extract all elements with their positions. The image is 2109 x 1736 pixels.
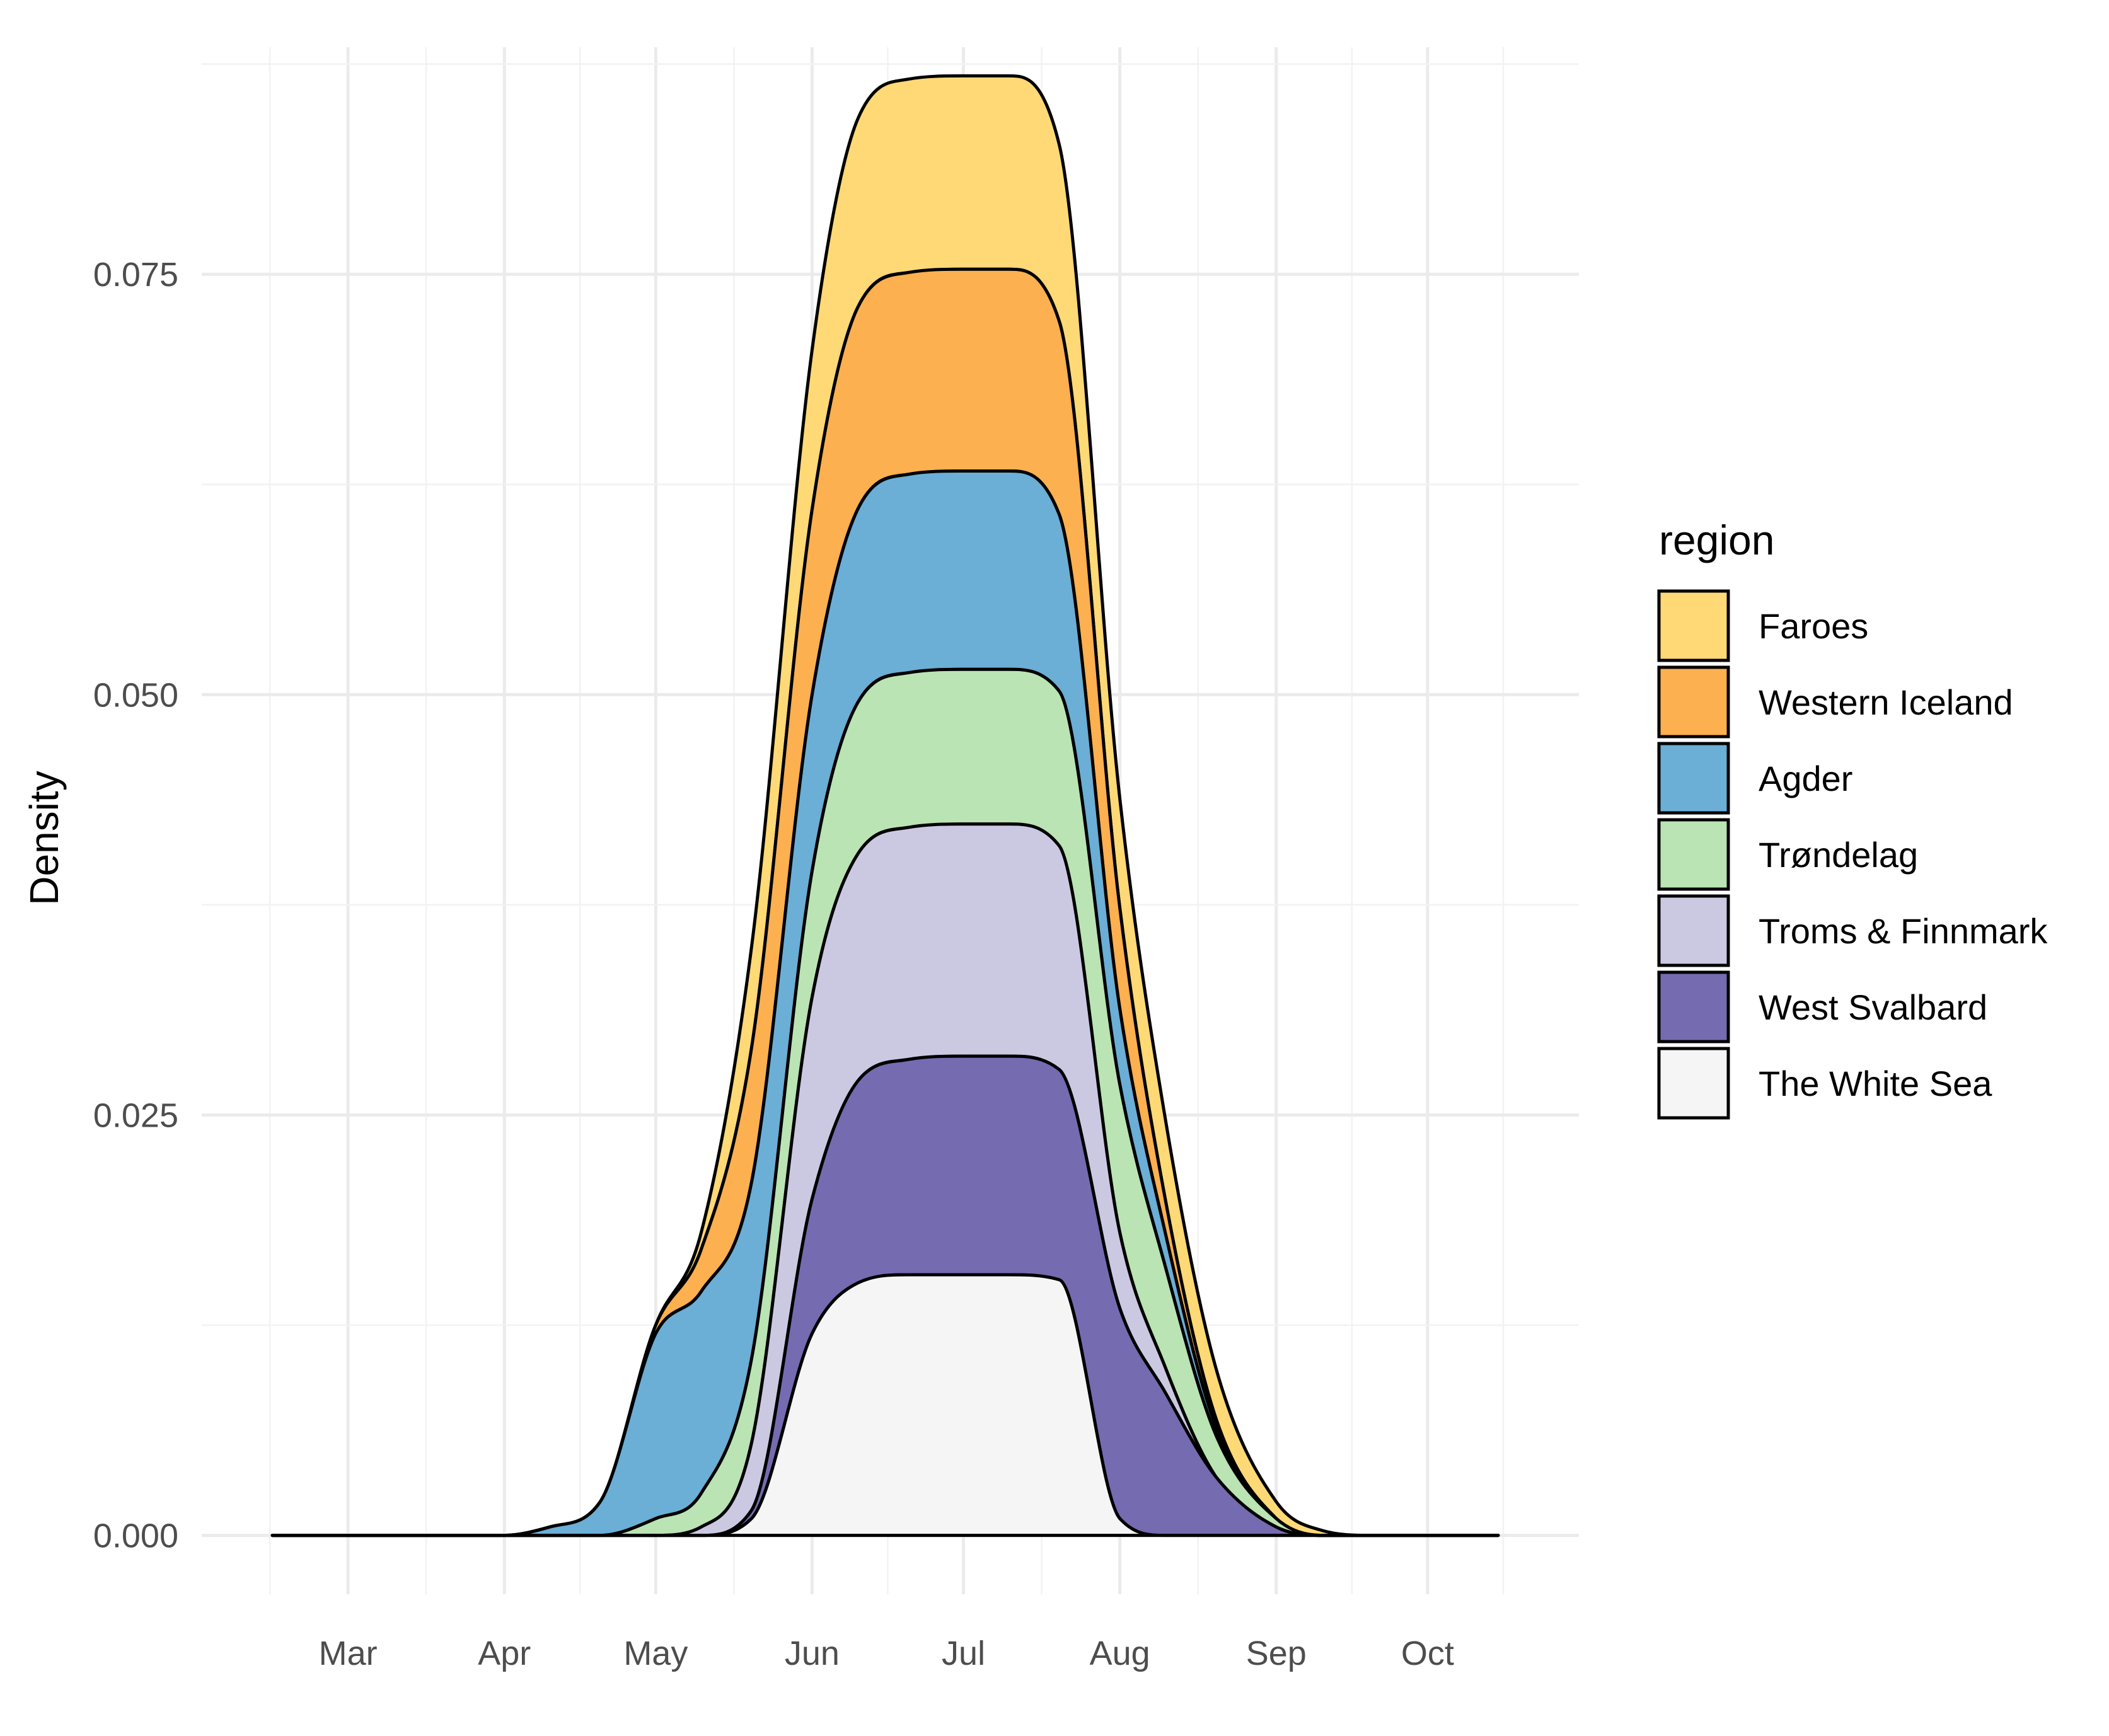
density-band-the-white-sea <box>270 1273 1500 1538</box>
legend-swatch <box>1657 970 1730 1043</box>
legend-swatch <box>1657 894 1730 967</box>
legend-swatch <box>1657 665 1730 739</box>
legend-label: The White Sea <box>1759 1064 1992 1103</box>
legend-label: Trøndelag <box>1759 835 1918 875</box>
x-tick-label: May <box>623 1635 688 1672</box>
x-tick-label: Aug <box>1090 1635 1150 1672</box>
y-tick-label: 0.000 <box>93 1517 178 1555</box>
x-tick-label: Sep <box>1246 1635 1307 1672</box>
y-tick-label: 0.025 <box>93 1096 178 1134</box>
y-tick-label: 0.050 <box>93 676 178 714</box>
x-tick-label: Mar <box>319 1635 378 1672</box>
x-tick-label: Jun <box>785 1635 840 1672</box>
legend-label: Agder <box>1759 759 1852 798</box>
legend-swatch <box>1657 1047 1730 1120</box>
legend-swatch <box>1657 742 1730 815</box>
x-tick-label: Oct <box>1401 1635 1454 1672</box>
x-tick-label: Apr <box>478 1635 531 1672</box>
bands-layer <box>270 74 1500 1538</box>
legend-swatch <box>1657 818 1730 891</box>
axis-layer: Mar Apr May Jun Jul Aug Sep Oct 0.000 0.025 0.050 0… <box>93 256 1454 1672</box>
legend-label: West Svalbard <box>1759 987 1987 1027</box>
legend-label: Western Iceland <box>1759 682 2013 722</box>
legend-title: region <box>1659 517 1774 563</box>
legend: region Faroes Western Iceland Agder Trøndel… <box>1657 517 2048 1120</box>
y-tick-label: 0.075 <box>93 256 178 294</box>
x-tick-label: Jul <box>942 1635 985 1672</box>
legend-label: Troms & Finnmark <box>1759 911 2048 951</box>
legend-label: Faroes <box>1759 606 1868 646</box>
legend-swatch <box>1657 589 1730 662</box>
y-axis-title: Density <box>21 771 67 905</box>
